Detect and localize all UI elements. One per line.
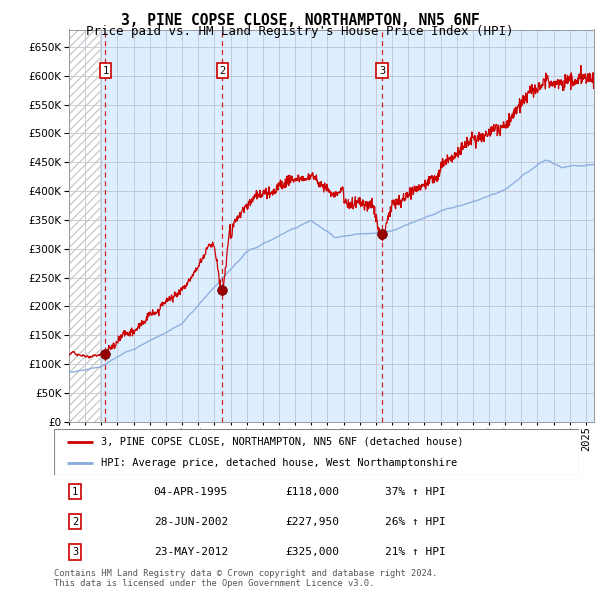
Text: 21% ↑ HPI: 21% ↑ HPI xyxy=(385,547,445,557)
Bar xyxy=(69,30,100,422)
Text: 28-JUN-2002: 28-JUN-2002 xyxy=(154,517,228,527)
Text: 37% ↑ HPI: 37% ↑ HPI xyxy=(385,487,445,497)
Text: 26% ↑ HPI: 26% ↑ HPI xyxy=(385,517,445,527)
Text: £325,000: £325,000 xyxy=(285,547,339,557)
Text: 1: 1 xyxy=(72,487,78,497)
Text: 04-APR-1995: 04-APR-1995 xyxy=(154,487,228,497)
Text: 2: 2 xyxy=(220,65,226,76)
Text: 23-MAY-2012: 23-MAY-2012 xyxy=(154,547,228,557)
Text: £118,000: £118,000 xyxy=(285,487,339,497)
Text: HPI: Average price, detached house, West Northamptonshire: HPI: Average price, detached house, West… xyxy=(101,458,458,468)
Bar xyxy=(69,30,100,422)
Text: 2: 2 xyxy=(72,517,78,527)
Text: £227,950: £227,950 xyxy=(285,517,339,527)
Text: 3, PINE COPSE CLOSE, NORTHAMPTON, NN5 6NF: 3, PINE COPSE CLOSE, NORTHAMPTON, NN5 6N… xyxy=(121,13,479,28)
Text: 1: 1 xyxy=(102,65,109,76)
Text: 3, PINE COPSE CLOSE, NORTHAMPTON, NN5 6NF (detached house): 3, PINE COPSE CLOSE, NORTHAMPTON, NN5 6N… xyxy=(101,437,464,447)
Text: Price paid vs. HM Land Registry's House Price Index (HPI): Price paid vs. HM Land Registry's House … xyxy=(86,25,514,38)
Text: 3: 3 xyxy=(379,65,385,76)
Text: 3: 3 xyxy=(72,547,78,557)
Text: Contains HM Land Registry data © Crown copyright and database right 2024.
This d: Contains HM Land Registry data © Crown c… xyxy=(54,569,437,588)
